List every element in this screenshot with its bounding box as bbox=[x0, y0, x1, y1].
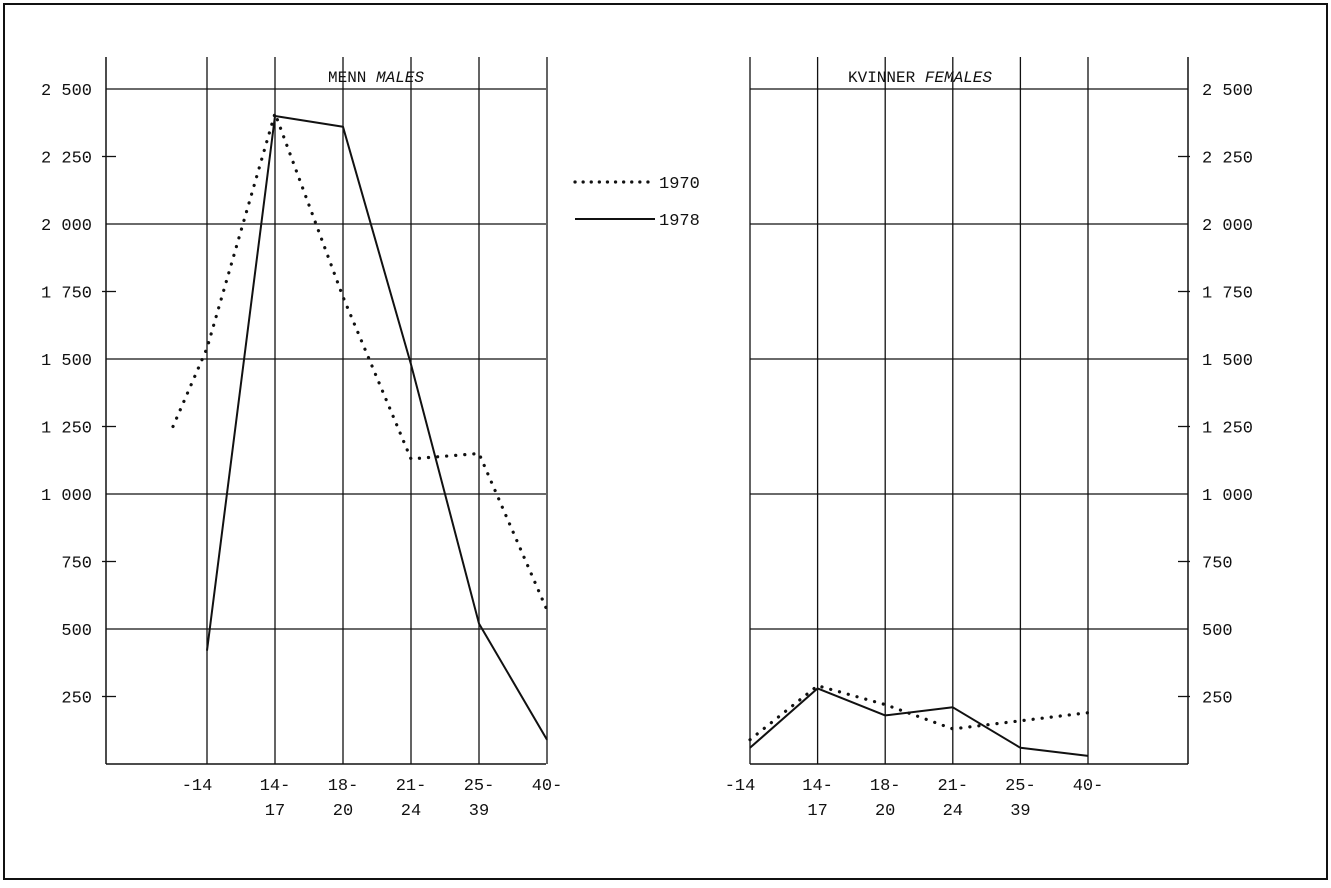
x-tick-label: 40- bbox=[1073, 777, 1104, 796]
x-tick-label: -14 bbox=[182, 777, 213, 796]
series-line-1978 bbox=[206, 115, 548, 741]
y-tick-label: 1 500 bbox=[41, 352, 92, 371]
panel-title: MENN MALES bbox=[328, 69, 424, 87]
y-tick-label: 1 750 bbox=[41, 285, 92, 304]
series-line-1978 bbox=[749, 687, 1089, 757]
y-tick-label: 2 000 bbox=[41, 217, 92, 236]
x-tick-label: 25-39 bbox=[1005, 777, 1036, 821]
y-tick-label: 750 bbox=[61, 555, 92, 574]
y-tick-label: 1 250 bbox=[1202, 420, 1253, 439]
x-tick-label: 21-24 bbox=[396, 777, 427, 821]
legend-label: 1970 bbox=[659, 175, 700, 194]
x-tick-label: 40- bbox=[532, 777, 563, 796]
outer-border bbox=[3, 3, 1328, 880]
y-tick-label: 1 500 bbox=[1202, 352, 1253, 371]
y-tick-label: 1 000 bbox=[41, 487, 92, 506]
x-tick-label: 14-17 bbox=[802, 777, 833, 821]
series-line-1970 bbox=[748, 683, 1090, 742]
x-tick-label: 18-20 bbox=[328, 777, 359, 821]
y-tick-label: 2 000 bbox=[1202, 217, 1253, 236]
y-tick-label: 1 000 bbox=[1202, 487, 1253, 506]
legend-label: 1978 bbox=[659, 212, 700, 231]
y-tick-label: 250 bbox=[1202, 690, 1233, 709]
y-tick-label: 2 500 bbox=[41, 82, 92, 101]
y-tick-label: 2 250 bbox=[1202, 150, 1253, 169]
x-tick-label: -14 bbox=[725, 777, 756, 796]
y-tick-label: 2 500 bbox=[1202, 82, 1253, 101]
x-tick-label: 25-39 bbox=[464, 777, 495, 821]
x-tick-label: 21-24 bbox=[937, 777, 968, 821]
x-tick-label: 14-17 bbox=[260, 777, 291, 821]
y-tick-label: 500 bbox=[1202, 622, 1233, 641]
y-tick-label: 250 bbox=[61, 690, 92, 709]
y-tick-label: 1 750 bbox=[1202, 285, 1253, 304]
x-tick-label: 18-20 bbox=[870, 777, 901, 821]
y-tick-label: 750 bbox=[1202, 555, 1233, 574]
y-tick-label: 2 250 bbox=[41, 150, 92, 169]
y-tick-label: 500 bbox=[61, 622, 92, 641]
y-tick-label: 1 250 bbox=[41, 420, 92, 439]
panel-title: KVINNER FEMALES bbox=[848, 69, 992, 87]
